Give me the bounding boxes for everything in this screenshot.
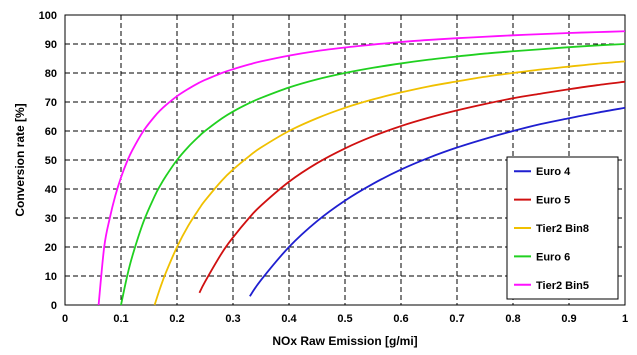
plot-area-frame <box>64 14 626 306</box>
x-tick-label: 1 <box>622 313 628 325</box>
x-tick-label: 0.4 <box>281 313 297 325</box>
y-axis-title: Conversion rate [%] <box>13 103 27 216</box>
legend: Euro 4 Euro 5 Tier2 Bin8 Euro 6 Tier2 Bin5 <box>506 156 619 300</box>
x-tick-label: 0.9 <box>561 313 576 325</box>
legend-label-tier2-bin8: Tier2 Bin8 <box>536 223 589 235</box>
legend-label-tier2-bin5: Tier2 Bin5 <box>536 280 589 292</box>
y-tick-label: 0 <box>51 300 57 312</box>
x-tick-label: 0.7 <box>449 313 464 325</box>
x-axis-title: NOx Raw Emission [g/mi] <box>272 334 417 348</box>
series-line-euro-4 <box>249 106 626 297</box>
series-line-euro-6 <box>120 43 626 306</box>
y-tick-label: 70 <box>45 97 57 109</box>
x-tick-label: 0.5 <box>337 313 352 325</box>
x-tick-label: 0.2 <box>169 313 184 325</box>
y-tick-label: 40 <box>45 184 57 196</box>
y-tick-label: 50 <box>45 155 57 167</box>
y-tick-label: 60 <box>45 126 57 138</box>
series-line-tier2-bin5 <box>97 30 626 306</box>
y-tick-label: 90 <box>45 39 57 51</box>
y-tick-label: 30 <box>45 213 57 225</box>
x-tick-label: 0.3 <box>225 313 240 325</box>
legend-label-euro-6: Euro 6 <box>536 251 570 263</box>
y-tick-label: 100 <box>39 10 57 22</box>
series-layer <box>97 30 626 306</box>
y-tick-label: 20 <box>45 242 57 254</box>
y-tick-label: 10 <box>45 271 57 283</box>
x-tick-label: 0.1 <box>113 313 128 325</box>
y-tick-label: 80 <box>45 68 57 80</box>
legend-label-euro-5: Euro 5 <box>536 195 570 207</box>
series-line-tier2-bin8 <box>153 60 626 306</box>
y-tick-labels: 0 10 20 30 40 50 60 70 80 90 100 <box>39 10 57 312</box>
x-tick-label: 0.6 <box>393 313 408 325</box>
x-tick-label: 0.8 <box>505 313 520 325</box>
series-line-euro-5 <box>198 80 626 294</box>
x-tick-labels: 0 0.1 0.2 0.3 0.4 0.5 0.6 0.7 0.8 0.9 1 <box>62 313 628 325</box>
legend-label-euro-4: Euro 4 <box>536 166 571 178</box>
x-tick-label: 0 <box>62 313 68 325</box>
